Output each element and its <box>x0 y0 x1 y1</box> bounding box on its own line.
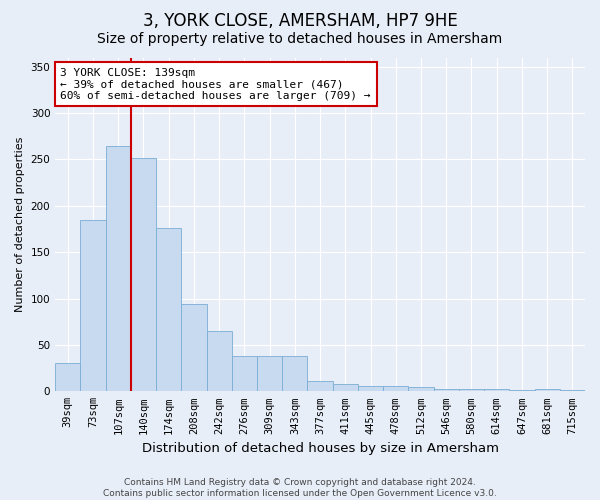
Y-axis label: Number of detached properties: Number of detached properties <box>15 136 25 312</box>
X-axis label: Distribution of detached houses by size in Amersham: Distribution of detached houses by size … <box>142 442 499 455</box>
Bar <box>509 390 535 392</box>
Bar <box>131 158 156 392</box>
Bar <box>307 381 332 392</box>
Text: 3, YORK CLOSE, AMERSHAM, HP7 9HE: 3, YORK CLOSE, AMERSHAM, HP7 9HE <box>143 12 457 30</box>
Bar <box>409 386 434 392</box>
Bar <box>156 228 181 392</box>
Text: Contains HM Land Registry data © Crown copyright and database right 2024.
Contai: Contains HM Land Registry data © Crown c… <box>103 478 497 498</box>
Bar <box>358 386 383 392</box>
Bar <box>257 356 282 392</box>
Bar <box>55 364 80 392</box>
Bar <box>232 356 257 392</box>
Text: 3 YORK CLOSE: 139sqm
← 39% of detached houses are smaller (467)
60% of semi-deta: 3 YORK CLOSE: 139sqm ← 39% of detached h… <box>61 68 371 100</box>
Bar <box>434 388 459 392</box>
Bar <box>106 146 131 392</box>
Bar <box>484 388 509 392</box>
Bar <box>282 356 307 392</box>
Bar <box>181 304 206 392</box>
Bar <box>206 331 232 392</box>
Bar <box>332 384 358 392</box>
Bar <box>383 386 409 392</box>
Bar <box>459 388 484 392</box>
Bar <box>535 390 560 392</box>
Bar <box>80 220 106 392</box>
Text: Size of property relative to detached houses in Amersham: Size of property relative to detached ho… <box>97 32 503 46</box>
Bar <box>560 390 585 392</box>
